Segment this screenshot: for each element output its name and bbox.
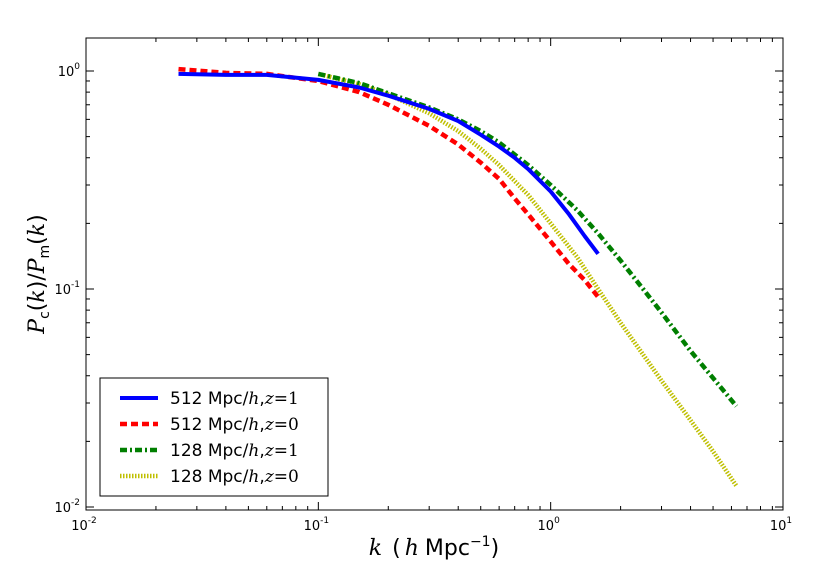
y-tick-label: 10-1 bbox=[54, 280, 80, 298]
legend: 512 Mpc/h,z=1 512 Mpc/h,z=0 128 Mpc/h,z=1 1… bbox=[99, 377, 329, 497]
x-axis-label: k(h Mpc−1) bbox=[369, 534, 499, 561]
x-tick-label: 10-1 bbox=[304, 516, 330, 534]
series-line-0 bbox=[178, 71, 600, 256]
series-line-3 bbox=[317, 71, 739, 488]
x-tick-label: 101 bbox=[770, 516, 792, 534]
legend-label-3: 128 Mpc/h,z=0 bbox=[170, 467, 299, 487]
y-tick-label: 100 bbox=[58, 62, 81, 80]
y-tick-label: 10-2 bbox=[54, 498, 80, 516]
legend-label-1: 512 Mpc/h,z=0 bbox=[170, 415, 299, 435]
x-tick-label: 100 bbox=[538, 516, 561, 534]
y-axis-label: Pc(k)/Pm(k) bbox=[25, 214, 53, 334]
series-layer bbox=[178, 66, 739, 488]
plot-frame bbox=[85, 37, 784, 511]
legend-label-0: 512 Mpc/h,z=1 bbox=[170, 389, 299, 409]
legend-label-2: 128 Mpc/h,z=1 bbox=[170, 441, 299, 461]
x-tick-label: 10-2 bbox=[71, 516, 97, 534]
tick-layer: 10-2 10-1 100 101 10-2 10-1 100 bbox=[54, 38, 792, 534]
